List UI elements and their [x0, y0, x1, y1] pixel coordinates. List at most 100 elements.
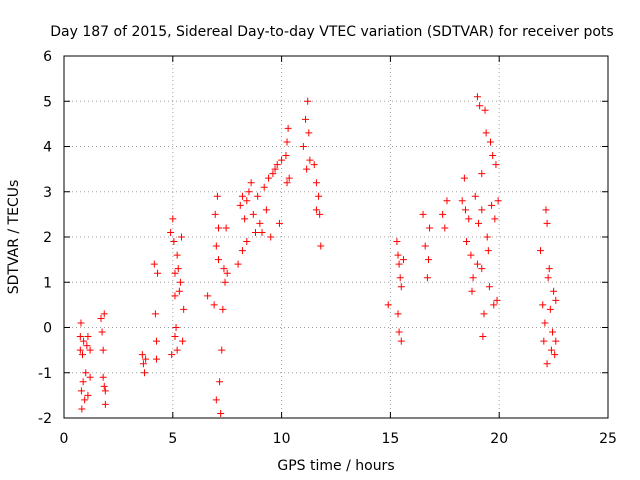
- data-point: [492, 161, 500, 169]
- data-point: [285, 174, 293, 182]
- data-point: [243, 238, 251, 246]
- y-tick-labels: -2 -1 0 1 2 3 4 5 6: [38, 49, 52, 427]
- data-point: [465, 215, 473, 223]
- data-point: [101, 400, 109, 408]
- data-point: [141, 369, 149, 377]
- data-point: [478, 206, 486, 214]
- data-point: [101, 387, 109, 395]
- data-point: [278, 156, 286, 164]
- data-point: [463, 238, 471, 246]
- data-point: [222, 224, 230, 232]
- data-point: [218, 346, 226, 354]
- data-point: [167, 228, 175, 236]
- data-point: [473, 260, 481, 268]
- data-point: [217, 409, 225, 417]
- data-point: [302, 115, 310, 123]
- data-point: [173, 346, 181, 354]
- data-point: [175, 287, 183, 295]
- data-point: [219, 305, 227, 313]
- data-point: [86, 346, 94, 354]
- data-point: [86, 373, 94, 381]
- data-point: [98, 328, 106, 336]
- data-point: [174, 265, 182, 273]
- data-point: [542, 206, 550, 214]
- data-point: [543, 360, 551, 368]
- data-point: [267, 233, 275, 241]
- data-point: [424, 256, 432, 264]
- data-point: [258, 228, 266, 236]
- data-point: [265, 174, 273, 182]
- data-point: [171, 333, 179, 341]
- x-tick-labels: 0 5 10 15 20 25: [60, 431, 617, 447]
- data-point: [78, 405, 86, 413]
- data-point: [494, 197, 502, 205]
- data-point: [178, 233, 186, 241]
- data-point: [478, 170, 486, 178]
- data-point: [139, 360, 147, 368]
- data-point: [460, 174, 468, 182]
- x-tick-label: 10: [273, 431, 291, 447]
- data-point: [84, 391, 92, 399]
- data-point: [168, 351, 176, 359]
- data-point: [312, 206, 320, 214]
- data-point: [282, 152, 290, 160]
- data-point: [484, 247, 492, 255]
- data-point: [100, 382, 108, 390]
- data-point: [549, 328, 557, 336]
- y-tick-label: 1: [43, 275, 52, 291]
- data-point: [138, 351, 146, 359]
- data-point: [491, 215, 499, 223]
- data-point: [546, 305, 554, 313]
- data-point: [83, 342, 91, 350]
- data-point: [461, 206, 469, 214]
- data-point: [419, 210, 427, 218]
- data-point: [552, 337, 560, 345]
- data-point: [223, 269, 231, 277]
- data-point: [547, 346, 555, 354]
- data-point: [154, 269, 162, 277]
- x-axis-label: GPS time / hours: [277, 458, 394, 474]
- data-point: [254, 192, 262, 200]
- data-point: [152, 337, 160, 345]
- data-point: [397, 337, 405, 345]
- y-tick-label: -1: [38, 366, 52, 382]
- data-point: [234, 260, 242, 268]
- data-point: [273, 161, 281, 169]
- data-point: [468, 287, 476, 295]
- data-point: [384, 301, 392, 309]
- data-point: [552, 296, 560, 304]
- data-point: [152, 355, 160, 363]
- data-point: [481, 106, 489, 114]
- data-point: [443, 197, 451, 205]
- data-point: [394, 251, 402, 259]
- data-point: [397, 283, 405, 291]
- y-tick-label: 6: [43, 49, 52, 65]
- data-point: [77, 387, 85, 395]
- data-point: [485, 283, 493, 291]
- y-tick-label: 4: [43, 140, 52, 156]
- data-point: [306, 156, 314, 164]
- y-axis-label: SDTVAR / TECUs: [6, 180, 22, 295]
- data-point: [482, 129, 490, 137]
- data-point: [541, 319, 549, 327]
- data-point: [151, 310, 159, 318]
- data-point: [84, 333, 92, 341]
- data-point: [475, 219, 483, 227]
- data-point: [539, 301, 547, 309]
- data-point: [216, 378, 224, 386]
- data-point: [213, 192, 221, 200]
- data-point: [476, 102, 484, 110]
- data-point: [310, 161, 318, 169]
- data-point: [142, 355, 150, 363]
- data-point: [396, 274, 404, 282]
- data-point: [544, 274, 552, 282]
- data-point: [304, 97, 312, 105]
- data-point: [150, 260, 158, 268]
- data-point: [169, 215, 177, 223]
- data-point: [80, 337, 88, 345]
- data-point: [488, 201, 496, 209]
- data-point: [458, 197, 466, 205]
- data-point: [473, 93, 481, 101]
- data-point: [212, 396, 220, 404]
- data-point: [275, 219, 283, 227]
